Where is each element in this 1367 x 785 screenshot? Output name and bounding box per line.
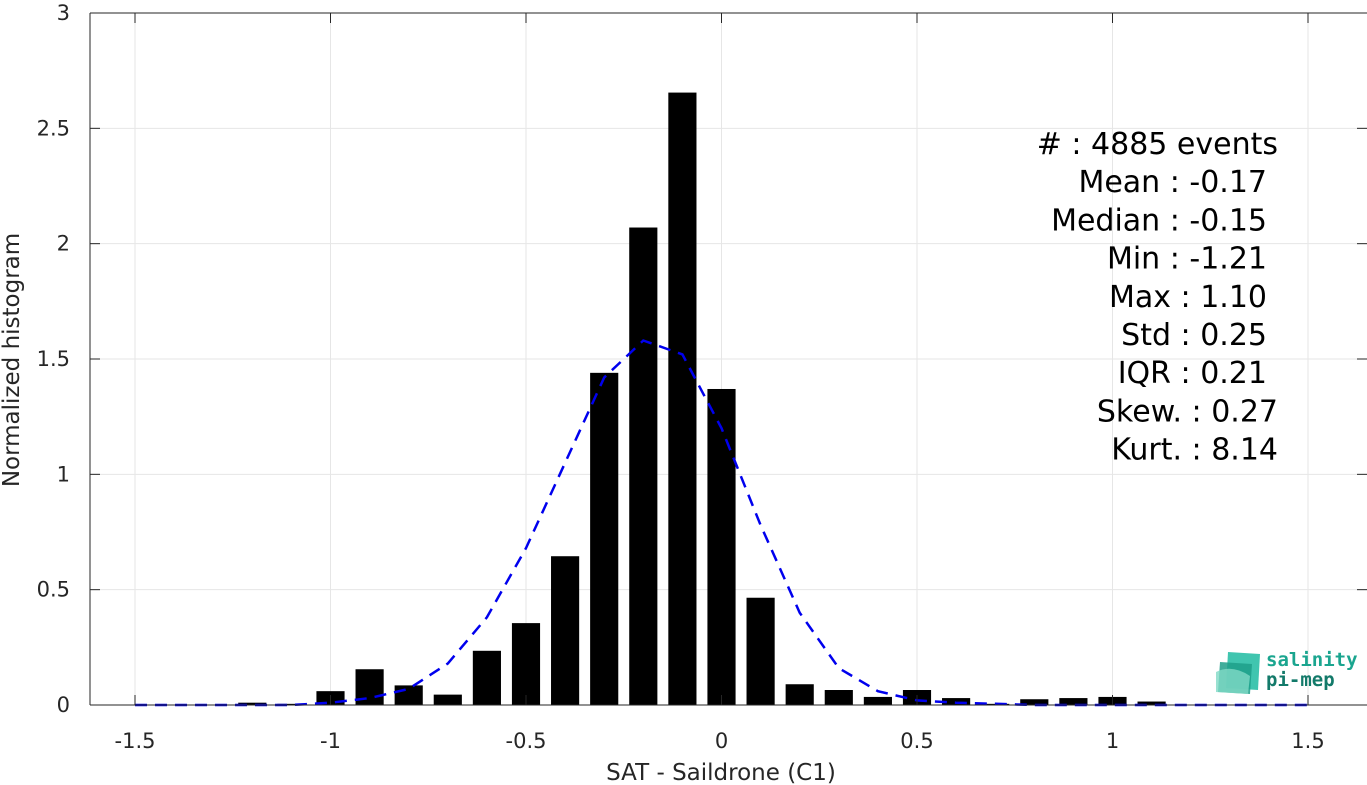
y-tick-label: 1 [57, 462, 70, 486]
stat-line: Mean : -0.17 [1078, 165, 1267, 200]
x-tick-label: 1 [1106, 729, 1119, 753]
fit-curve [135, 339, 1308, 707]
salinity-pi-mep-logo: salinity pi-mep [1216, 649, 1358, 694]
histogram-bar [472, 650, 501, 705]
histogram-bar [668, 92, 697, 705]
histogram-bar [394, 685, 423, 705]
histogram-bar [746, 597, 775, 705]
stat-line: Min : -1.21 [1107, 242, 1267, 277]
x-tick-label: -0.5 [506, 729, 547, 753]
histogram-bar [433, 694, 462, 705]
histogram-bar [238, 702, 267, 705]
stat-line: # : 4885 events [1037, 127, 1278, 162]
x-axis-label: SAT - Saildrone (C1) [606, 760, 836, 785]
y-tick-label: 2.5 [37, 116, 70, 140]
x-tick-label: 0.5 [900, 729, 933, 753]
stat-line: IQR : 0.21 [1118, 356, 1267, 391]
axes [89, 12, 1367, 706]
y-axis-label: Normalized histogram [0, 233, 25, 487]
stat-line: Max : 1.10 [1109, 280, 1267, 315]
y-tick-label: 0.5 [37, 578, 70, 602]
histogram-bar [824, 690, 853, 705]
histogram-bar [511, 623, 541, 705]
logo-emblem-icon [1216, 652, 1260, 694]
histogram-bar [551, 556, 580, 705]
histogram-bar [707, 388, 736, 705]
x-tick-label: -1 [320, 729, 341, 753]
logo-text-pi-mep: pi-mep [1266, 669, 1335, 691]
logo-text-salinity: salinity [1266, 649, 1358, 671]
histogram-bar [277, 703, 306, 705]
histogram-bar [590, 372, 619, 705]
histogram-bar [1020, 699, 1049, 705]
stat-line: Kurt. : 8.14 [1111, 433, 1278, 468]
y-tick-label: 0 [57, 693, 70, 717]
histogram-bar [1059, 698, 1088, 705]
y-tick-label: 3 [57, 1, 70, 25]
x-tick-label: 1.5 [1291, 729, 1324, 753]
histogram-bar [863, 696, 892, 705]
histogram-bar [1137, 701, 1166, 705]
stat-line: Skew. : 0.27 [1097, 394, 1278, 429]
x-tick-label: 0 [715, 729, 728, 753]
y-tick-label: 1.5 [37, 347, 70, 371]
histogram-bar [629, 227, 658, 705]
stat-line: Std : 0.25 [1121, 318, 1267, 353]
tick-labels: -1.5 -1 -0.5 0 0.5 1 1.5 0 0.5 1 1.5 2 2.5 3 [37, 1, 1325, 753]
stat-line: Median : -0.15 [1051, 203, 1267, 238]
x-tick-label: -1.5 [115, 729, 156, 753]
y-tick-label: 2 [57, 232, 70, 256]
histogram-bar [785, 684, 814, 705]
